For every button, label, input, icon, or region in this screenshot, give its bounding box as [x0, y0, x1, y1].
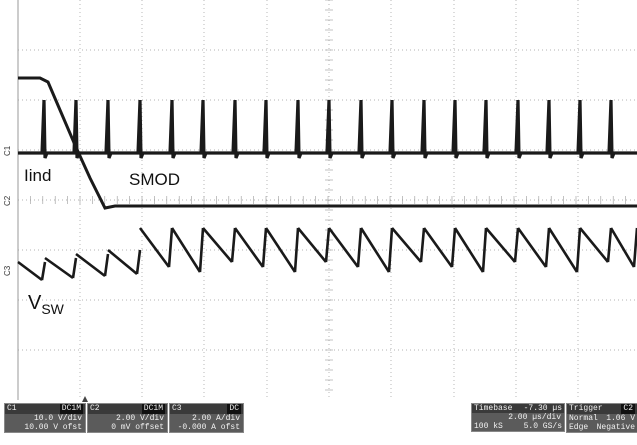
- label-smod: SMOD: [129, 170, 180, 189]
- channel-3-panel[interactable]: C3 DC 2.00 A/div -0.000 A ofst: [169, 403, 244, 433]
- trigger-channel: C2: [621, 404, 635, 414]
- channel-1-offset: 10.00 V ofst: [24, 423, 82, 432]
- trigger-type: Edge: [569, 423, 589, 432]
- status-bar: C1 DC1M 10.0 V/div 10.00 V ofst C2 DC1M 2.…: [0, 403, 637, 445]
- timebase-delay: -7.30 µs: [523, 404, 562, 413]
- label-vsw: VSW: [28, 292, 64, 317]
- channel-marker-c3: C3: [3, 265, 12, 276]
- trigger-label: Trigger: [569, 404, 603, 413]
- graticule: [17, 0, 637, 400]
- waveform-traces: [17, 76, 637, 282]
- trigger-level: 1.06 V: [606, 414, 635, 423]
- trigger-slope: Negative: [596, 423, 635, 432]
- channel-1-panel[interactable]: C1 DC1M 10.0 V/div 10.00 V ofst: [4, 403, 86, 433]
- channel-1-scale: 10.0 V/div: [33, 414, 82, 423]
- trace-c3-inductor-current: [17, 227, 637, 282]
- channel-marker-c1: C1: [3, 145, 12, 156]
- channel-1-coupling: DC1M: [59, 404, 83, 414]
- trigger-panel[interactable]: Trigger C2 Normal 1.06 V Edge Negative: [566, 403, 637, 433]
- oscilloscope-screen: [17, 0, 637, 400]
- trace-c2-smod: [18, 76, 637, 210]
- channel-marker-c2: C2: [3, 195, 12, 206]
- trigger-mode: Normal: [569, 414, 598, 423]
- timebase-panel[interactable]: Timebase -7.30 µs 2.00 µs/div 100 kS 5.0 G…: [471, 403, 565, 432]
- channel-3-scale: 2.00 A/div: [191, 414, 240, 423]
- timebase-rate: 5.0 GS/s: [523, 422, 562, 431]
- trigger-position-icon: [82, 396, 88, 402]
- timebase-scale: 2.00 µs/div: [508, 413, 561, 422]
- channel-1-name: C1: [7, 404, 17, 413]
- label-lind: Iind: [24, 166, 52, 185]
- channel-3-name: C3: [172, 404, 182, 413]
- channel-3-offset: -0.000 A ofst: [177, 423, 240, 432]
- channel-3-coupling: DC: [227, 404, 241, 414]
- channel-2-coupling: DC1M: [141, 404, 165, 414]
- timebase-label: Timebase: [474, 404, 513, 413]
- trace-c1-switch-node: [18, 99, 637, 159]
- channel-2-offset: 0 mV offset: [111, 423, 164, 432]
- channel-2-name: C2: [90, 404, 100, 413]
- channel-2-panel[interactable]: C2 DC1M 2.00 V/div 0 mV offset: [87, 403, 168, 433]
- timebase-samples: 100 kS: [474, 422, 503, 431]
- channel-2-scale: 2.00 V/div: [115, 414, 164, 423]
